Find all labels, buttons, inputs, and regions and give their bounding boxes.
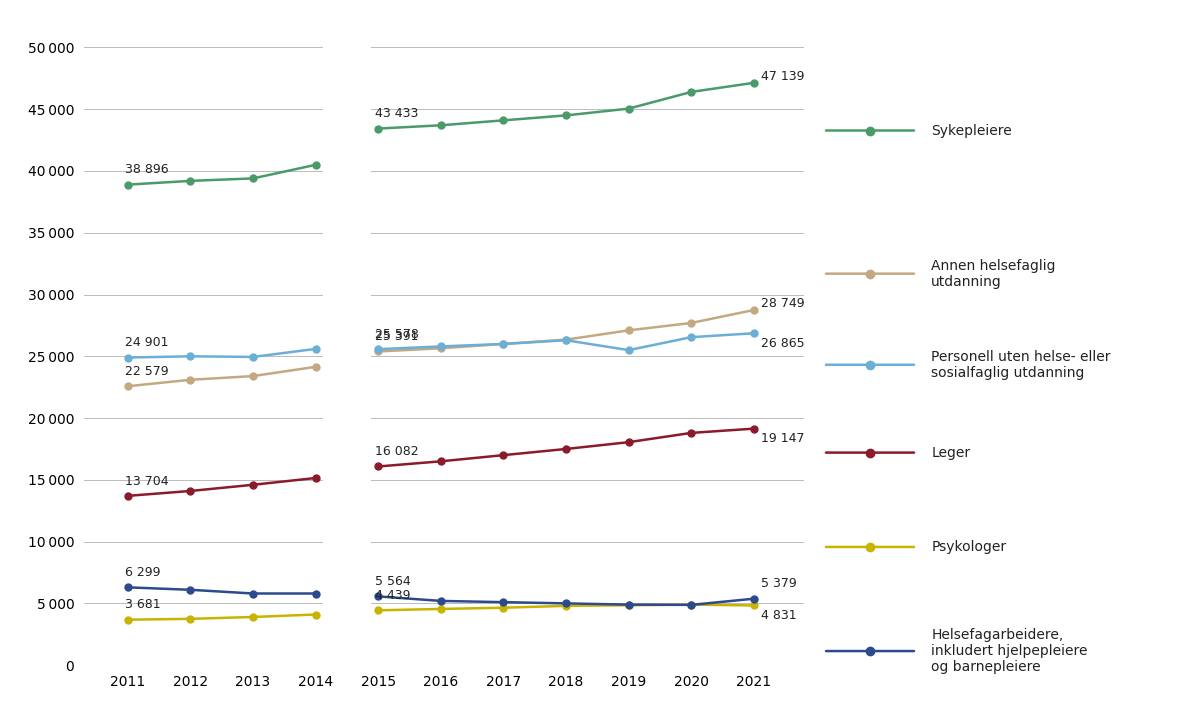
Text: Psykologer: Psykologer (931, 540, 1007, 554)
Text: Sykepleiere: Sykepleiere (931, 124, 1012, 137)
Text: 47 139: 47 139 (761, 70, 804, 83)
Text: 19 147: 19 147 (761, 432, 804, 445)
Leger (184, 487, 198, 495)
Psykologer (246, 612, 260, 621)
Leger (308, 474, 323, 482)
Psykologer (308, 610, 323, 619)
Sykepleiere (121, 180, 136, 189)
Text: 22 579: 22 579 (125, 365, 169, 378)
Helsefagarbeidere,
inkludert hjelpepleiere
og barnepleiere (184, 586, 198, 594)
Sykepleiere (184, 176, 198, 185)
Annen helsefaglig
utdanning (308, 362, 323, 371)
Line: Personell uten helse- eller
sosialfaglig utdanning: Personell uten helse- eller sosialfaglig… (125, 346, 319, 361)
Text: 24 901: 24 901 (125, 336, 168, 349)
Helsefagarbeidere,
inkludert hjelpepleiere
og barnepleiere (308, 589, 323, 598)
Personell uten helse- eller
sosialfaglig utdanning (184, 352, 198, 361)
Text: 26 865: 26 865 (761, 337, 804, 350)
Psykologer (121, 615, 136, 624)
Text: 38 896: 38 896 (125, 163, 169, 176)
Personell uten helse- eller
sosialfaglig utdanning (121, 354, 136, 362)
Line: Psykologer: Psykologer (125, 611, 319, 623)
Bar (323, 4, 371, 690)
Personell uten helse- eller
sosialfaglig utdanning (246, 353, 260, 362)
Leger (246, 481, 260, 489)
Personell uten helse- eller
sosialfaglig utdanning (308, 345, 323, 354)
Text: 28 749: 28 749 (761, 297, 804, 310)
Helsefagarbeidere,
inkludert hjelpepleiere
og barnepleiere (246, 589, 260, 598)
Text: 16 082: 16 082 (376, 445, 419, 458)
Annen helsefaglig
utdanning (121, 382, 136, 390)
Text: Personell uten helse- eller
sosialfaglig utdanning: Personell uten helse- eller sosialfaglig… (931, 350, 1111, 380)
Text: Helsefagarbeidere,
inkludert hjelpepleiere
og barnepleiere: Helsefagarbeidere, inkludert hjelpepleie… (931, 628, 1087, 675)
Text: 25 391: 25 391 (376, 330, 419, 343)
Line: Leger: Leger (125, 474, 319, 500)
Text: 43 433: 43 433 (376, 107, 419, 120)
Leger (121, 492, 136, 500)
Sykepleiere (246, 174, 260, 183)
Text: 25 578: 25 578 (376, 328, 419, 341)
Text: Annen helsefaglig
utdanning: Annen helsefaglig utdanning (931, 259, 1056, 288)
Text: 4 439: 4 439 (376, 589, 410, 602)
Text: 13 704: 13 704 (125, 474, 169, 487)
Line: Sykepleiere: Sykepleiere (125, 161, 319, 188)
Psykologer (184, 615, 198, 623)
Text: 5 564: 5 564 (376, 575, 412, 588)
Text: 4 831: 4 831 (761, 609, 797, 623)
Annen helsefaglig
utdanning (184, 375, 198, 384)
Sykepleiere (308, 161, 323, 169)
Line: Helsefagarbeidere,
inkludert hjelpepleiere
og barnepleiere: Helsefagarbeidere, inkludert hjelpepleie… (125, 584, 319, 597)
Text: 3 681: 3 681 (125, 599, 161, 612)
Helsefagarbeidere,
inkludert hjelpepleiere
og barnepleiere (121, 583, 136, 591)
Line: Annen helsefaglig
utdanning: Annen helsefaglig utdanning (125, 364, 319, 390)
Annen helsefaglig
utdanning (246, 372, 260, 380)
Text: 5 379: 5 379 (761, 578, 797, 591)
Text: Leger: Leger (931, 445, 971, 460)
Text: 6 299: 6 299 (125, 566, 161, 579)
